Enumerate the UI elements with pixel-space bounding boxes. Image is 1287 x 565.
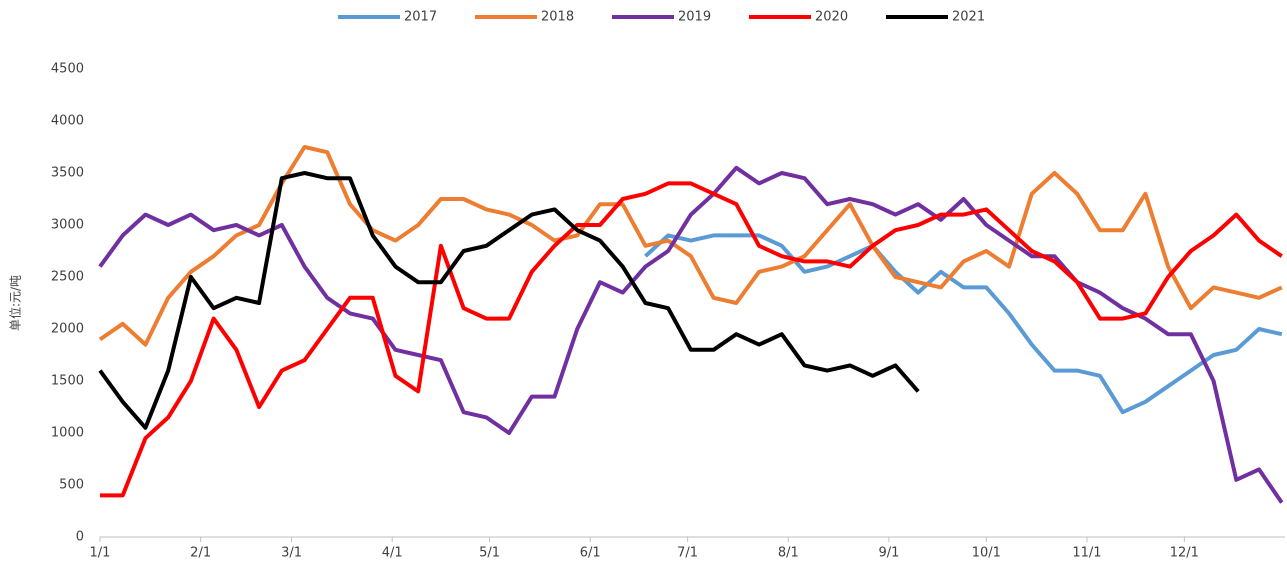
y-tick-label: 0: [76, 530, 84, 545]
x-tick-label: 10/1: [972, 546, 1001, 561]
y-tick-label: 500: [59, 478, 84, 493]
y-tick-label: 4000: [51, 114, 84, 129]
y-axis-label: 单位:元/吨: [8, 275, 23, 331]
legend-label: 2020: [815, 10, 848, 25]
x-tick-label: 12/1: [1170, 546, 1199, 561]
x-tick-label: 9/1: [878, 546, 899, 561]
series-line: [98, 165, 1284, 504]
x-tick-label: 6/1: [580, 546, 601, 561]
x-tick-label: 3/1: [281, 546, 302, 561]
legend-label: 2021: [952, 10, 985, 25]
y-tick-label: 2000: [51, 322, 84, 337]
series-line: [98, 171, 920, 430]
x-tick-label: 8/1: [778, 546, 799, 561]
y-tick-label: 1500: [51, 374, 84, 389]
legend-label: 2019: [678, 10, 711, 25]
y-tick-label: 1000: [51, 426, 84, 441]
x-tick-label: 4/1: [382, 546, 403, 561]
legend-label: 2017: [404, 10, 437, 25]
x-tick-label: 5/1: [479, 546, 500, 561]
legend-label: 2018: [541, 10, 574, 25]
series-line: [98, 145, 1283, 347]
x-tick-label: 2/1: [190, 546, 211, 561]
x-tick-label: 7/1: [677, 546, 698, 561]
y-tick-label: 3500: [51, 166, 84, 181]
x-tick-label: 11/1: [1072, 546, 1101, 561]
y-tick-label: 3000: [51, 218, 84, 233]
y-tick-label: 2500: [51, 270, 84, 285]
x-tick-label: 1/1: [90, 546, 111, 561]
series-line: [100, 181, 1283, 498]
y-tick-label: 4500: [51, 62, 84, 77]
